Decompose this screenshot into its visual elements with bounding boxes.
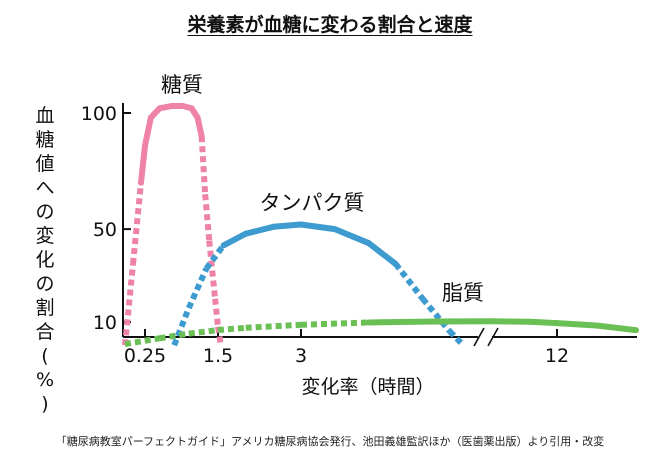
y-axis-label-char: 割 bbox=[35, 297, 55, 319]
series-segment bbox=[242, 223, 277, 237]
source-caption: 「糖尿病教室パーフェクトガイド」アメリカ糖尿病協会発行、池田義雄監訳ほか（医歯薬… bbox=[55, 435, 605, 448]
y-axis-label-char: 合 bbox=[35, 321, 55, 343]
series-segment bbox=[447, 329, 466, 348]
y-axis-label-char: 変 bbox=[35, 225, 55, 247]
series-segment bbox=[203, 243, 226, 271]
y-tick-label: 50 bbox=[93, 219, 117, 241]
x-tick-label: 0.25 bbox=[124, 345, 166, 367]
y-axis-label-char: 血 bbox=[35, 105, 55, 127]
y-axis-label-char: ( bbox=[41, 345, 49, 367]
series-label: 糖質 bbox=[161, 73, 203, 97]
series-segment bbox=[194, 114, 205, 140]
series-segment bbox=[300, 319, 369, 328]
series-segment bbox=[554, 320, 600, 329]
y-tick-label: 10 bbox=[93, 312, 117, 334]
y-axis-label-char: の bbox=[35, 273, 55, 295]
series-segment bbox=[138, 142, 148, 186]
y-axis-label-char: 糖 bbox=[35, 129, 55, 151]
series-segment bbox=[365, 318, 440, 326]
axis-break-mark bbox=[473, 327, 485, 347]
series-segment bbox=[212, 298, 221, 327]
series-segment bbox=[220, 230, 249, 249]
series-label: 脂質 bbox=[442, 281, 484, 305]
series-segment bbox=[393, 262, 426, 301]
series-segment bbox=[122, 263, 136, 346]
y-axis-label-char: ) bbox=[41, 393, 49, 415]
y-axis-label-char: 値 bbox=[35, 153, 55, 175]
series-segment bbox=[365, 240, 399, 267]
y-axis-label-char: % bbox=[35, 369, 55, 391]
series-segment bbox=[159, 330, 190, 342]
x-tick-label: 1.5 bbox=[203, 345, 233, 367]
series-segment bbox=[171, 306, 192, 347]
series-segment bbox=[188, 327, 219, 337]
x-axis-label: 変化率（時間） bbox=[301, 376, 434, 398]
series-segment bbox=[270, 221, 304, 230]
y-axis-label: 血糖値への変化の割合(%) bbox=[22, 104, 68, 416]
series-segment bbox=[245, 321, 302, 331]
x-tick-label: 3 bbox=[295, 345, 307, 367]
series-label: タンパク質 bbox=[260, 191, 365, 215]
y-axis-label-char: 化 bbox=[35, 249, 55, 271]
axis-break-mark bbox=[487, 327, 499, 347]
series-segment bbox=[593, 322, 639, 334]
series-segment bbox=[186, 267, 210, 310]
series-segment bbox=[198, 136, 209, 195]
series-segment bbox=[331, 226, 372, 247]
series-segment bbox=[202, 194, 213, 241]
series-segment bbox=[142, 114, 154, 149]
series-segment bbox=[206, 240, 219, 300]
y-axis-label-char: へ bbox=[35, 177, 55, 199]
series-segment bbox=[420, 296, 453, 334]
y-tick-label: 100 bbox=[81, 103, 117, 125]
chart-title: 栄養素が血糖に変わる割合と速度 bbox=[187, 14, 473, 36]
series-segment bbox=[124, 335, 161, 348]
y-axis-label-char: の bbox=[35, 201, 55, 223]
x-tick-label: 12 bbox=[545, 345, 569, 367]
series-segment bbox=[527, 318, 560, 327]
series-segment bbox=[130, 182, 144, 265]
series-segment bbox=[217, 324, 246, 334]
series-segment bbox=[298, 221, 338, 233]
